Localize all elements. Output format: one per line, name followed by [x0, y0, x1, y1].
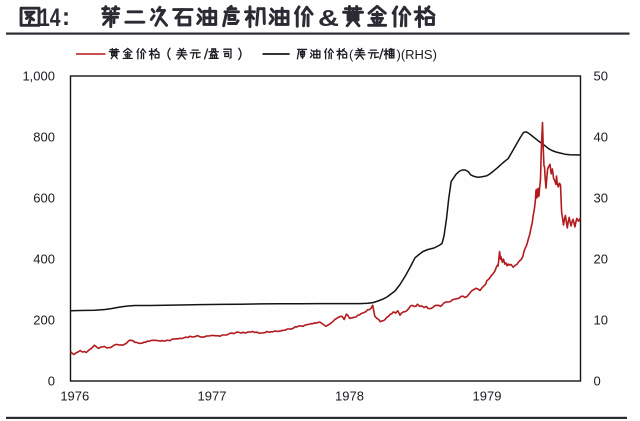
svg-text:1976: 1976 [60, 389, 89, 404]
svg-text:&: & [318, 5, 339, 31]
svg-text:10: 10 [594, 313, 608, 328]
svg-text:1978: 1978 [335, 389, 364, 404]
svg-text:600: 600 [33, 191, 55, 206]
svg-text:20: 20 [594, 252, 608, 267]
svg-text:1979: 1979 [473, 389, 502, 404]
svg-text:800: 800 [33, 130, 55, 145]
svg-text:)(RHS): )(RHS) [397, 47, 437, 62]
svg-text:1977: 1977 [198, 389, 227, 404]
svg-text:50: 50 [594, 69, 608, 84]
svg-text:200: 200 [33, 313, 55, 328]
svg-text:0: 0 [594, 374, 601, 389]
svg-text:0: 0 [48, 374, 55, 389]
svg-text:(: ( [349, 47, 354, 62]
svg-text:1,000: 1,000 [22, 69, 55, 84]
svg-text:30: 30 [594, 191, 608, 206]
svg-text:14: 14 [39, 4, 61, 32]
svg-text:40: 40 [594, 130, 608, 145]
svg-text:400: 400 [33, 252, 55, 267]
